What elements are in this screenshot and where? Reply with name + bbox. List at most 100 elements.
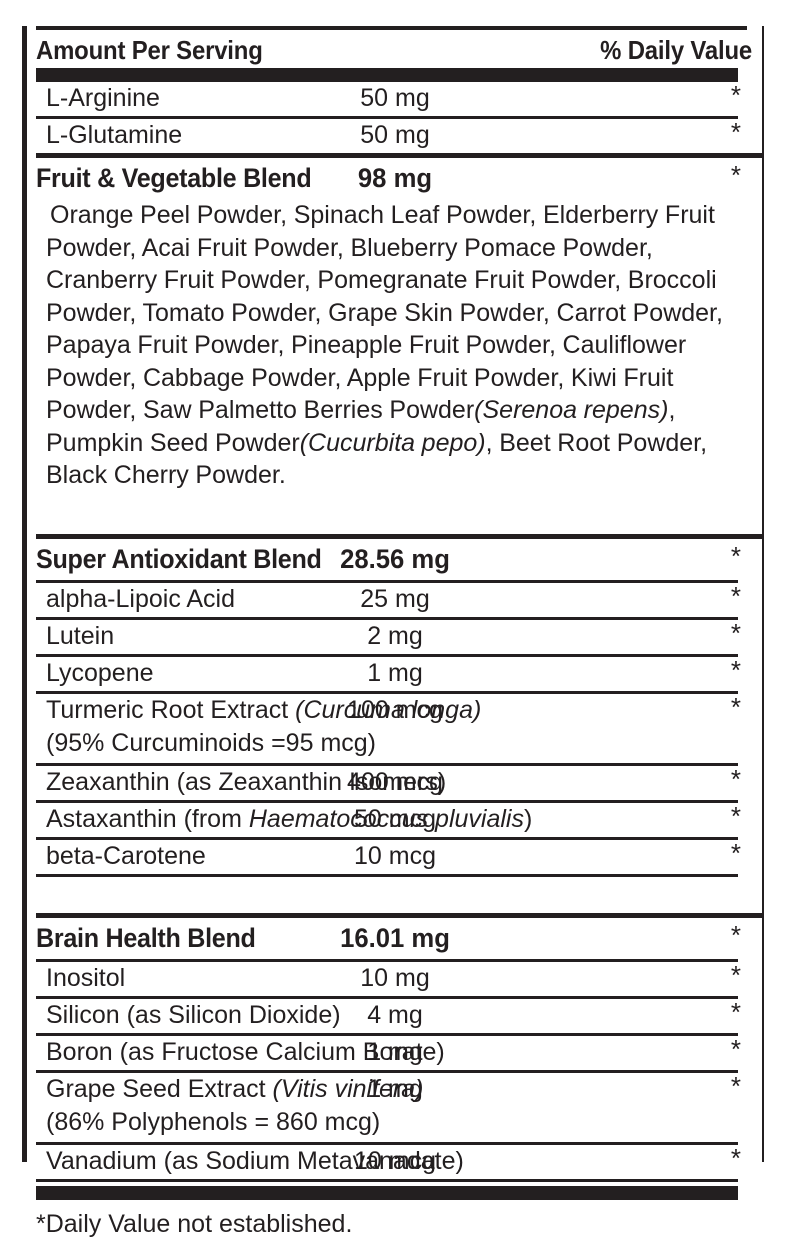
item-divider — [36, 1032, 738, 1036]
item-divider — [36, 690, 738, 694]
blend-ingredients-paragraph: Orange Peel Powder, Spinach Leaf Powder,… — [46, 201, 723, 489]
blend-amount: 28.56 mg — [340, 543, 450, 574]
nutrient-name: alpha-Lipoic Acid — [27, 584, 235, 614]
blend-header-brain-health-blend: Brain Health Blend 16.01 mg * — [27, 918, 763, 959]
section-gap — [27, 877, 763, 913]
item-name-text: Silicon (as Silicon Dioxide) — [46, 1000, 341, 1029]
item-divider — [36, 653, 738, 657]
panel-top-rule — [36, 26, 747, 30]
daily-value-asterisk: * — [730, 996, 741, 1027]
item-divider — [36, 1178, 738, 1182]
footer-divider-bar — [36, 1185, 738, 1200]
nutrient-name: Inositol — [27, 963, 125, 993]
blend-name: Brain Health Blend — [36, 922, 256, 953]
daily-value-asterisk: * — [730, 959, 741, 990]
item-name-text: Inositol — [46, 963, 126, 992]
nutrient-name: L-Arginine — [27, 83, 160, 113]
daily-value-asterisk: * — [730, 617, 741, 648]
daily-value-asterisk: * — [730, 1033, 741, 1064]
item-name-text: Boron (as Fructose Calcium Borate) — [46, 1037, 445, 1066]
nutrient-row: Vanadium (as Sodium Metavanadate) 10 mcg * — [27, 1143, 763, 1179]
item-name-text: L-Glutamine — [46, 121, 183, 149]
daily-value-asterisk: * — [730, 691, 741, 722]
item-divider — [36, 873, 738, 877]
item-divider — [36, 995, 738, 999]
item-divider — [36, 799, 738, 803]
nutrient-row: Lutein 2 mg * — [27, 617, 763, 654]
daily-value-footnote: *Daily Value not established. — [36, 1209, 353, 1238]
daily-value-asterisk: * — [730, 80, 741, 110]
nutrient-name: Silicon (as Silicon Dioxide) — [27, 1000, 341, 1030]
daily-value-asterisk: * — [730, 1070, 741, 1101]
item-divider — [36, 958, 738, 962]
item-name-text: alpha-Lipoic Acid — [46, 584, 236, 613]
daily-value-asterisk: * — [730, 919, 741, 950]
item-name-text: Grape Seed Extract — [46, 1074, 273, 1103]
nutrient-name: Turmeric Root Extract (Curcuma longa) — [27, 695, 481, 725]
panel-right-border — [762, 26, 764, 1162]
nutrient-row: Silicon (as Silicon Dioxide) 4 mg * — [27, 996, 763, 1033]
blend-top-rule — [36, 533, 764, 539]
nutrient-name: Zeaxanthin (as Zeaxanthin Isomers) — [27, 767, 446, 797]
nutrient-name: Astaxanthin (from Haematococcus pluviali… — [27, 804, 532, 834]
nutrient-row: Boron (as Fructose Calcium Borate) 1 mg * — [27, 1033, 763, 1070]
daily-value-asterisk: * — [730, 763, 741, 794]
blend-amount: 98 mg — [357, 163, 433, 193]
daily-value-asterisk: * — [730, 654, 741, 685]
nutrient-name: Grape Seed Extract (Vitis vinifera) — [27, 1074, 423, 1104]
item-name-text: beta-Carotene — [46, 841, 206, 870]
item-name-text: Lycopene — [46, 658, 154, 687]
column-headers: Amount Per Serving % Daily Value — [27, 30, 763, 68]
nutrient-name: Lutein — [27, 621, 114, 651]
item-divider — [36, 1141, 738, 1145]
item-latin-name: Haematococcus pluvialis — [248, 804, 524, 833]
item-divider — [36, 836, 738, 840]
nutrient-name: L-Glutamine — [27, 120, 182, 150]
item-latin-name: (Vitis vinifera) — [272, 1074, 424, 1103]
daily-value-asterisk: * — [730, 580, 741, 611]
blend-name: Fruit & Vegetable Blend — [36, 163, 312, 193]
nutrient-row: Astaxanthin (from Haematococcus pluviali… — [27, 800, 763, 837]
nutrient-name: Vanadium (as Sodium Metavanadate) — [27, 1146, 464, 1176]
panel-left-bar — [22, 26, 27, 1162]
blend-name: Super Antioxidant Blend — [36, 543, 322, 574]
supplement-facts-panel: Amount Per Serving % Daily Value L-Argin… — [22, 26, 764, 1238]
nutrient-subline: (95% Curcuminoids =95 mcg) — [46, 728, 376, 757]
blend-amount: 16.01 mg — [340, 922, 450, 953]
nutrient-row: L-Arginine 50 mg * — [27, 80, 763, 116]
blend-sections: Fruit & Vegetable Blend 98 mg * Orange Peel… — [27, 153, 764, 1182]
daily-value-asterisk: * — [730, 160, 741, 190]
nutrient-row: Inositol 10 mg * — [27, 959, 763, 996]
daily-value-asterisk: * — [730, 837, 741, 868]
nutrient-amount: 2 mg — [367, 621, 423, 650]
item-divider — [36, 762, 738, 766]
item-divider — [36, 579, 738, 583]
section-gap — [27, 498, 763, 534]
item-name-text: Zeaxanthin (as Zeaxanthin Isomers) — [46, 767, 447, 796]
blend-header-super-antioxidant-blend: Super Antioxidant Blend 28.56 mg * — [27, 539, 763, 580]
item-name-text: Turmeric Root Extract — [46, 695, 296, 724]
percent-daily-value-label: % Daily Value — [600, 35, 752, 65]
blend-header-fruit-vegetable-blend: Fruit & Vegetable Blend 98 mg * — [27, 158, 763, 199]
daily-value-asterisk: * — [730, 117, 741, 147]
nutrient-amount: 10 mg — [360, 963, 430, 992]
header-divider-bar — [36, 68, 738, 82]
top-level-items: L-Arginine 50 mg * L-Glutamine 50 mg * — [27, 80, 763, 153]
daily-value-asterisk: * — [730, 540, 741, 571]
item-name-text: Astaxanthin (from — [46, 804, 249, 833]
nutrient-name: Lycopene — [27, 658, 154, 688]
nutrient-row: L-Glutamine 50 mg * — [27, 117, 763, 153]
nutrient-row: Grape Seed Extract (Vitis vinifera) 1 mg * — [27, 1070, 763, 1107]
item-name-text: Vanadium (as Sodium Metavanadate) — [46, 1146, 464, 1175]
item-divider — [36, 116, 738, 119]
nutrient-row: Zeaxanthin (as Zeaxanthin Isomers) 400 mc… — [27, 763, 763, 800]
nutrient-row: Turmeric Root Extract (Curcuma longa) 100… — [27, 691, 763, 728]
item-name-text: L-Arginine — [46, 84, 160, 112]
blend-top-rule — [36, 153, 764, 158]
panel-content: Amount Per Serving % Daily Value L-Argin… — [27, 26, 764, 1240]
blend-top-rule — [36, 912, 764, 918]
daily-value-asterisk: * — [730, 800, 741, 831]
nutrient-row: beta-Carotene 10 mcg * — [27, 837, 763, 874]
item-name-text: Lutein — [46, 621, 115, 650]
nutrient-name: Boron (as Fructose Calcium Borate) — [27, 1037, 445, 1067]
